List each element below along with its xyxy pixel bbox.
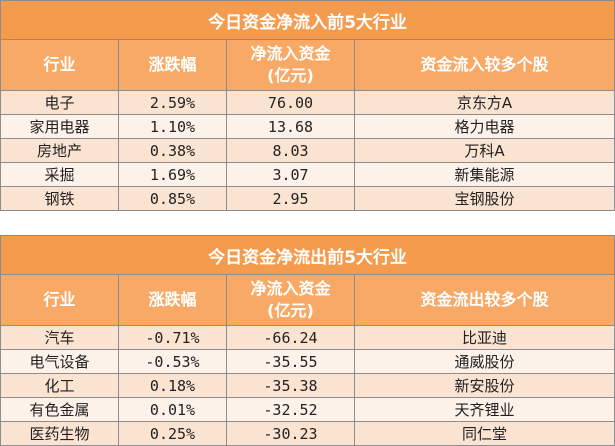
table-row: 汽车 -0.71% -66.24 比亚迪 [0, 325, 615, 350]
table-row: 化工 0.18% -35.38 新安股份 [0, 373, 615, 398]
net-flow-cell: 3.07 [226, 162, 355, 187]
change-cell: -0.71% [118, 325, 227, 350]
stock-cell: 新集能源 [353, 162, 615, 187]
change-cell: 0.38% [118, 138, 227, 163]
net-flow-cell: 13.68 [226, 114, 355, 139]
table-row: 有色金属 0.01% -32.52 天齐锂业 [0, 397, 615, 422]
table-row: 房地产 0.38% 8.03 万科A [0, 138, 615, 163]
stock-cell: 天齐锂业 [353, 397, 615, 422]
table-row: 采掘 1.69% 3.07 新集能源 [0, 162, 615, 187]
industry-cell: 采掘 [0, 162, 119, 187]
industry-cell: 化工 [0, 373, 119, 398]
table-row: 钢铁 0.85% 2.95 宝钢股份 [0, 186, 615, 211]
table-row: 电子 2.59% 76.00 京东方A [0, 90, 615, 115]
stock-cell: 宝钢股份 [353, 186, 615, 211]
industry-cell: 有色金属 [0, 397, 119, 422]
change-cell: -0.53% [118, 349, 227, 374]
outflow-header-change: 涨跌幅 [118, 274, 227, 326]
inflow-header-net: 净流入资金 (亿元) [226, 39, 355, 91]
net-flow-cell: 8.03 [226, 138, 355, 163]
inflow-header-industry: 行业 [0, 39, 119, 91]
table-row: 医药生物 0.25% -30.23 同仁堂 [0, 421, 615, 446]
stock-cell: 比亚迪 [353, 325, 615, 350]
outflow-header-net: 净流入资金 (亿元) [226, 274, 355, 326]
inflow-table: 今日资金净流入前5大行业 行业 涨跌幅 净流入资金 (亿元) 资金流入较多个股 … [0, 0, 615, 211]
change-cell: 0.01% [118, 397, 227, 422]
industry-cell: 电子 [0, 90, 119, 115]
change-cell: 0.25% [118, 421, 227, 446]
net-flow-cell: 2.95 [226, 186, 355, 211]
change-cell: 1.10% [118, 114, 227, 139]
stock-cell: 新安股份 [353, 373, 615, 398]
industry-cell: 家用电器 [0, 114, 119, 139]
stock-cell: 同仁堂 [353, 421, 615, 446]
change-cell: 0.18% [118, 373, 227, 398]
stock-cell: 通威股份 [353, 349, 615, 374]
net-flow-cell: 76.00 [226, 90, 355, 115]
table-row: 电气设备 -0.53% -35.55 通威股份 [0, 349, 615, 374]
outflow-header-stocks: 资金流出较多个股 [353, 274, 615, 326]
net-flow-cell: -32.52 [226, 397, 355, 422]
inflow-header-stocks: 资金流入较多个股 [353, 39, 615, 91]
change-cell: 2.59% [118, 90, 227, 115]
net-flow-cell: -35.55 [226, 349, 355, 374]
industry-cell: 汽车 [0, 325, 119, 350]
industry-cell: 房地产 [0, 138, 119, 163]
table-row: 家用电器 1.10% 13.68 格力电器 [0, 114, 615, 139]
inflow-table-title: 今日资金净流入前5大行业 [0, 0, 615, 40]
industry-cell: 钢铁 [0, 186, 119, 211]
industry-cell: 医药生物 [0, 421, 119, 446]
change-cell: 0.85% [118, 186, 227, 211]
inflow-header-change: 涨跌幅 [118, 39, 227, 91]
stock-cell: 京东方A [353, 90, 615, 115]
net-flow-cell: -66.24 [226, 325, 355, 350]
net-flow-cell: -30.23 [226, 421, 355, 446]
outflow-table-title: 今日资金净流出前5大行业 [0, 235, 615, 275]
change-cell: 1.69% [118, 162, 227, 187]
outflow-header-industry: 行业 [0, 274, 119, 326]
stock-cell: 格力电器 [353, 114, 615, 139]
stock-cell: 万科A [353, 138, 615, 163]
outflow-table: 今日资金净流出前5大行业 行业 涨跌幅 净流入资金 (亿元) 资金流出较多个股 … [0, 235, 615, 446]
industry-cell: 电气设备 [0, 349, 119, 374]
net-flow-cell: -35.38 [226, 373, 355, 398]
